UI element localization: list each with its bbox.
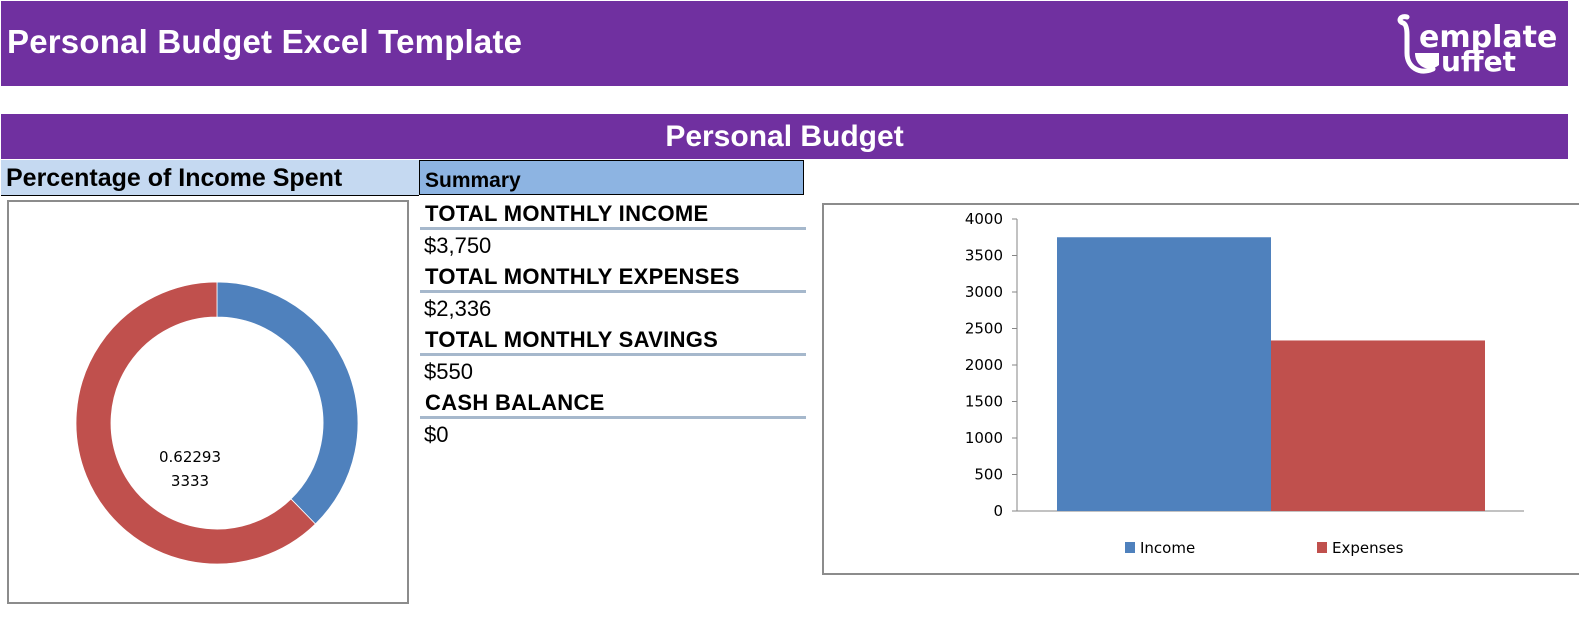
percentage-title: Percentage of Income Spent bbox=[6, 164, 343, 192]
template-buffet-logo: emplate uffet bbox=[1397, 14, 1557, 77]
donut-slice-spent[interactable] bbox=[75, 281, 316, 565]
summary-value-savings[interactable]: $550 bbox=[424, 359, 473, 384]
legend-swatch-income bbox=[1125, 542, 1135, 553]
income-expenses-bar-chart[interactable]: 0 500 1000 1500 2000 2500 3000 3500 4000 Income E… bbox=[822, 203, 1579, 575]
chart-legend: Income Expenses bbox=[1125, 539, 1404, 557]
y-tick-label: 1500 bbox=[965, 393, 1003, 411]
bar-series bbox=[1057, 237, 1485, 511]
summary-value-cash-balance[interactable]: $0 bbox=[424, 422, 449, 447]
section-banner: Personal Budget bbox=[1, 114, 1568, 159]
ladle-icon bbox=[1397, 14, 1439, 74]
y-axis: 0 500 1000 1500 2000 2500 3000 3500 4000 bbox=[965, 210, 1524, 520]
summary-list: TOTAL MONTHLY INCOME $3,750 TOTAL MONTHL… bbox=[420, 198, 806, 450]
y-tick-label: 3000 bbox=[965, 283, 1003, 301]
title-banner: Personal Budget Excel Template emplate u… bbox=[1, 1, 1568, 86]
logo-line1: emplate bbox=[1419, 20, 1557, 55]
legend-swatch-expenses bbox=[1317, 542, 1327, 553]
summary-label-cash-balance: CASH BALANCE bbox=[420, 387, 806, 419]
logo-line2: uffet bbox=[1441, 45, 1516, 77]
bar-chart-svg: 0 500 1000 1500 2000 2500 3000 3500 4000 Income E… bbox=[965, 210, 1524, 557]
y-tick-label: 1000 bbox=[965, 429, 1003, 447]
section-title: Personal Budget bbox=[665, 120, 904, 153]
y-tick-label: 4000 bbox=[965, 210, 1003, 228]
summary-header: Summary bbox=[419, 160, 804, 195]
donut-data-label-line1: 0.62293 bbox=[159, 448, 221, 466]
donut-data-label-line2: 3333 bbox=[171, 472, 209, 490]
y-tick-label: 500 bbox=[974, 466, 1003, 484]
percentage-header: Percentage of Income Spent bbox=[1, 160, 419, 196]
y-tick-label: 2000 bbox=[965, 356, 1003, 374]
summary-label-savings: TOTAL MONTHLY SAVINGS bbox=[420, 324, 806, 356]
donut-chart-svg: 0.62293 3333 bbox=[75, 281, 359, 565]
y-tick-label: 2500 bbox=[965, 320, 1003, 338]
y-tick-label: 3500 bbox=[965, 247, 1003, 265]
summary-title: Summary bbox=[425, 169, 521, 192]
legend-label-income[interactable]: Income bbox=[1140, 539, 1195, 557]
bar-income[interactable] bbox=[1057, 237, 1271, 511]
donut-slice-remaining[interactable] bbox=[216, 281, 359, 525]
summary-value-expenses[interactable]: $2,336 bbox=[424, 296, 492, 321]
legend-label-expenses[interactable]: Expenses bbox=[1332, 539, 1404, 557]
page-title: Personal Budget Excel Template bbox=[7, 23, 523, 60]
donut-chart[interactable]: 0.62293 3333 bbox=[7, 200, 409, 604]
summary-value-income[interactable]: $3,750 bbox=[424, 233, 492, 258]
summary-label-income: TOTAL MONTHLY INCOME bbox=[420, 198, 806, 230]
y-tick-label: 0 bbox=[993, 502, 1003, 520]
bar-expenses[interactable] bbox=[1271, 340, 1485, 511]
summary-label-expenses: TOTAL MONTHLY EXPENSES bbox=[420, 261, 806, 293]
